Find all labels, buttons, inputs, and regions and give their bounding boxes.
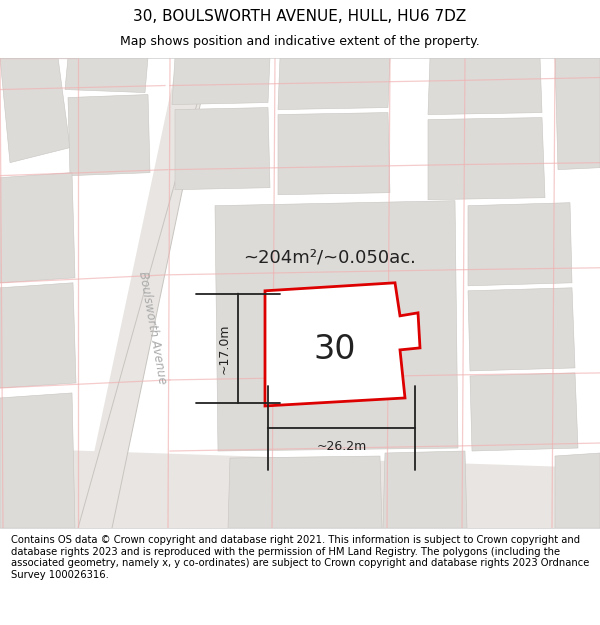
Text: ~17.0m: ~17.0m (218, 323, 230, 374)
Text: 30: 30 (314, 333, 356, 366)
Text: ~26.2m: ~26.2m (316, 439, 367, 452)
Polygon shape (470, 373, 578, 451)
Polygon shape (555, 453, 600, 528)
Text: Boulsworth Avenue: Boulsworth Avenue (136, 271, 169, 385)
Polygon shape (428, 118, 545, 200)
Polygon shape (555, 58, 600, 169)
Polygon shape (383, 451, 467, 528)
Text: Map shows position and indicative extent of the property.: Map shows position and indicative extent… (120, 35, 480, 48)
Polygon shape (0, 393, 75, 528)
Polygon shape (78, 58, 210, 528)
Polygon shape (0, 282, 76, 388)
Text: 30, BOULSWORTH AVENUE, HULL, HU6 7DZ: 30, BOULSWORTH AVENUE, HULL, HU6 7DZ (133, 9, 467, 24)
Polygon shape (0, 58, 70, 162)
Polygon shape (468, 288, 575, 371)
Polygon shape (428, 58, 542, 114)
Text: Contains OS data © Crown copyright and database right 2021. This information is : Contains OS data © Crown copyright and d… (11, 535, 589, 580)
Polygon shape (265, 282, 420, 406)
Polygon shape (468, 202, 572, 286)
Polygon shape (278, 58, 390, 109)
Polygon shape (175, 107, 270, 189)
Polygon shape (0, 173, 75, 282)
Polygon shape (172, 58, 270, 104)
Polygon shape (0, 448, 600, 528)
Polygon shape (215, 201, 458, 451)
Polygon shape (65, 58, 148, 92)
Text: ~204m²/~0.050ac.: ~204m²/~0.050ac. (244, 249, 416, 267)
Polygon shape (68, 94, 150, 176)
Polygon shape (278, 112, 390, 194)
Polygon shape (228, 456, 382, 528)
